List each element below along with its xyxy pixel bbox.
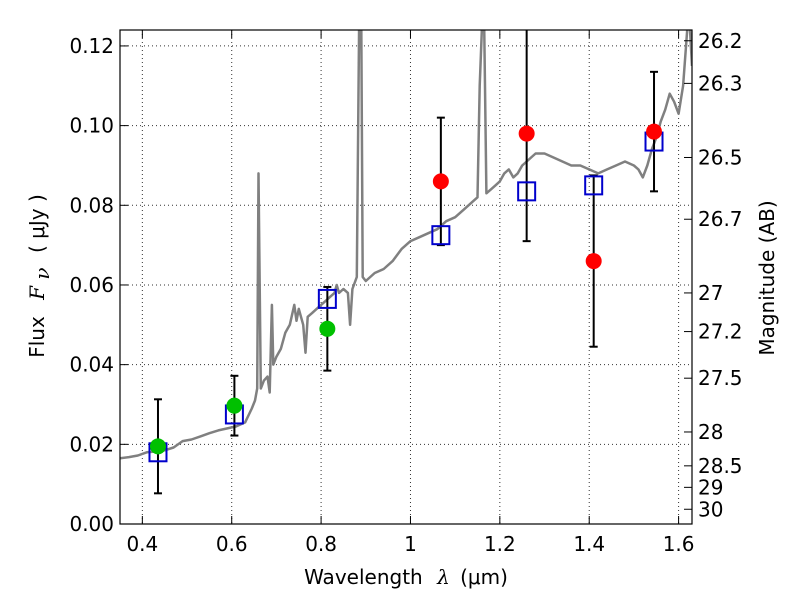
axes: 0.4 0.6 0.8 1 1.2 1.4 1.6 0.00 0.02 0.04 0.06 0.08 0… — [69, 29, 742, 556]
magnitude-tick-label: 26.3 — [698, 71, 743, 95]
model-photometry-point — [431, 225, 451, 246]
y-tick-label: 0.04 — [69, 353, 114, 377]
magnitude-tick-label: 26.2 — [698, 29, 743, 53]
observed_nir-point — [646, 123, 663, 140]
model-photometry-point — [517, 181, 537, 202]
plot-frame — [119, 29, 693, 525]
magnitude-tick-label: 27.2 — [698, 320, 743, 344]
x-axis-label-prefix: Wavelength — [304, 565, 423, 589]
x-tick-label: 1.2 — [484, 532, 516, 556]
plot-area — [120, 30, 692, 495]
y-axis-label-symbol: F — [25, 285, 49, 301]
sed-model-line — [120, 30, 692, 460]
y-tick-label: 0.06 — [69, 273, 114, 297]
magnitude-tick-label: 27 — [698, 281, 723, 305]
observed_nir-point — [518, 125, 535, 142]
x-axis-label: Wavelength λ (μm) — [304, 565, 508, 589]
magnitude-tick-label: 29 — [698, 475, 723, 499]
model-photometry-point — [317, 288, 337, 309]
y-tick-label: 0.08 — [69, 193, 114, 217]
magnitude-tick-label: 26.7 — [698, 207, 743, 231]
x-axis-label-unit: (μm) — [460, 565, 508, 589]
grid-lines — [120, 30, 692, 525]
magnitude-axis-label: Magnitude (AB) — [755, 200, 779, 355]
y-tick-label: 0.10 — [69, 114, 114, 138]
x-tick-label: 1.6 — [663, 532, 695, 556]
observed_optical-point — [319, 320, 336, 337]
x-tick-label: 0.4 — [126, 532, 158, 556]
magnitude-tick-label: 30 — [698, 497, 723, 521]
magnitude-tick-label: 28 — [698, 420, 723, 444]
magnitude-tick-label: 26.5 — [698, 145, 743, 169]
magnitude-tick-label: 28.5 — [698, 454, 743, 478]
observed_nir-point — [432, 173, 449, 190]
x-tick-label: 0.8 — [305, 532, 337, 556]
observed_optical-point — [149, 438, 166, 455]
y-axis-label-subscript: ν — [30, 267, 54, 279]
x-tick-label: 0.6 — [216, 532, 248, 556]
x-tick-label: 1 — [404, 532, 417, 556]
y-axis-label-prefix: Flux — [25, 316, 49, 358]
y-axis-label: Flux F ν ( μJy ) — [25, 194, 54, 358]
y-tick-label: 0.00 — [69, 512, 114, 536]
model-photometry-point — [584, 175, 604, 196]
y-tick-label: 0.12 — [69, 34, 114, 58]
y-tick-label: 0.02 — [69, 432, 114, 456]
y-axis-label-unit: ( μJy ) — [25, 194, 49, 253]
x-tick-label: 1.4 — [573, 532, 605, 556]
observed_optical-point — [226, 397, 243, 414]
x-axis-label-symbol: λ — [436, 565, 450, 589]
magnitude-tick-label: 27.5 — [698, 366, 743, 390]
observed_nir-point — [585, 253, 602, 270]
